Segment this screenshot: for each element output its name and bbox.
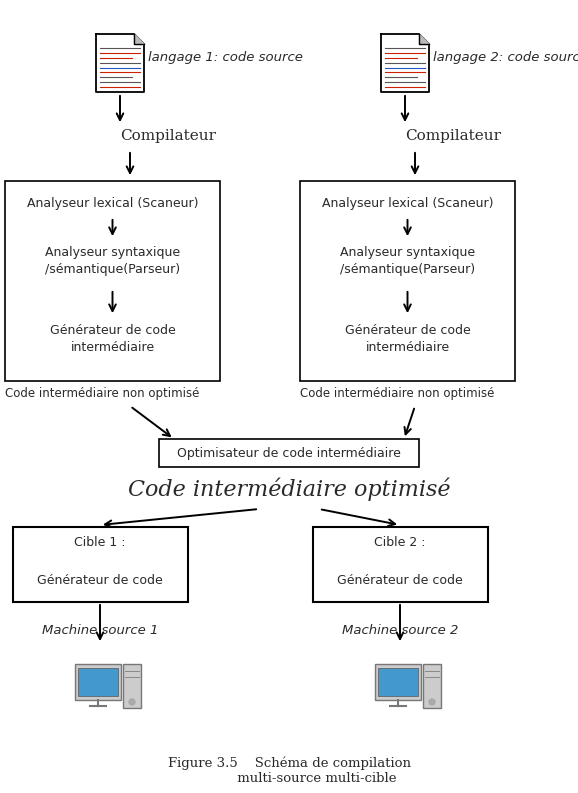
- Text: Code intermédiaire optimisé: Code intermédiaire optimisé: [128, 477, 450, 500]
- Text: Générateur de code: Générateur de code: [337, 573, 463, 587]
- Bar: [78, 668, 118, 696]
- Text: Cible 2 :: Cible 2 :: [374, 537, 426, 550]
- Bar: [5, 181, 220, 381]
- Text: Compilateur: Compilateur: [405, 129, 501, 143]
- Text: Optimisateur de code intermédiaire: Optimisateur de code intermédiaire: [177, 446, 401, 459]
- Bar: [75, 664, 121, 700]
- Bar: [375, 664, 421, 700]
- Text: Machine source 2: Machine source 2: [342, 623, 458, 637]
- Text: langage 1: code source: langage 1: code source: [148, 52, 303, 64]
- Text: Code intermédiaire non optimisé: Code intermédiaire non optimisé: [5, 388, 199, 400]
- Circle shape: [129, 699, 135, 705]
- Bar: [13, 527, 187, 602]
- Text: Analyseur lexical (Scaneur): Analyseur lexical (Scaneur): [322, 197, 493, 209]
- Text: langage 2: code source: langage 2: code source: [433, 52, 578, 64]
- Text: Générateur de code
intermédiaire: Générateur de code intermédiaire: [50, 324, 175, 354]
- Bar: [423, 664, 441, 708]
- Bar: [378, 668, 418, 696]
- Text: Code intermédiaire non optimisé: Code intermédiaire non optimisé: [300, 388, 494, 400]
- Text: Analyseur syntaxique
/sémantique(Parseur): Analyseur syntaxique /sémantique(Parseur…: [340, 246, 475, 276]
- Polygon shape: [419, 34, 429, 44]
- Polygon shape: [134, 34, 144, 44]
- Text: Machine source 1: Machine source 1: [42, 623, 158, 637]
- Polygon shape: [96, 34, 144, 92]
- Text: Cible 1 :: Cible 1 :: [74, 537, 126, 550]
- Bar: [300, 181, 515, 381]
- Polygon shape: [381, 34, 429, 92]
- Text: Générateur de code: Générateur de code: [37, 573, 163, 587]
- Circle shape: [429, 699, 435, 705]
- Text: Analyseur syntaxique
/sémantique(Parseur): Analyseur syntaxique /sémantique(Parseur…: [45, 246, 180, 276]
- Bar: [313, 527, 487, 602]
- Text: Compilateur: Compilateur: [120, 129, 216, 143]
- Bar: [123, 664, 141, 708]
- Text: Figure 3.5    Schéma de compilation
             multi-source multi-cible: Figure 3.5 Schéma de compilation multi-s…: [168, 757, 410, 785]
- Text: Analyseur lexical (Scaneur): Analyseur lexical (Scaneur): [27, 197, 198, 209]
- Bar: [159, 439, 419, 467]
- Text: Générateur de code
intermédiaire: Générateur de code intermédiaire: [344, 324, 470, 354]
